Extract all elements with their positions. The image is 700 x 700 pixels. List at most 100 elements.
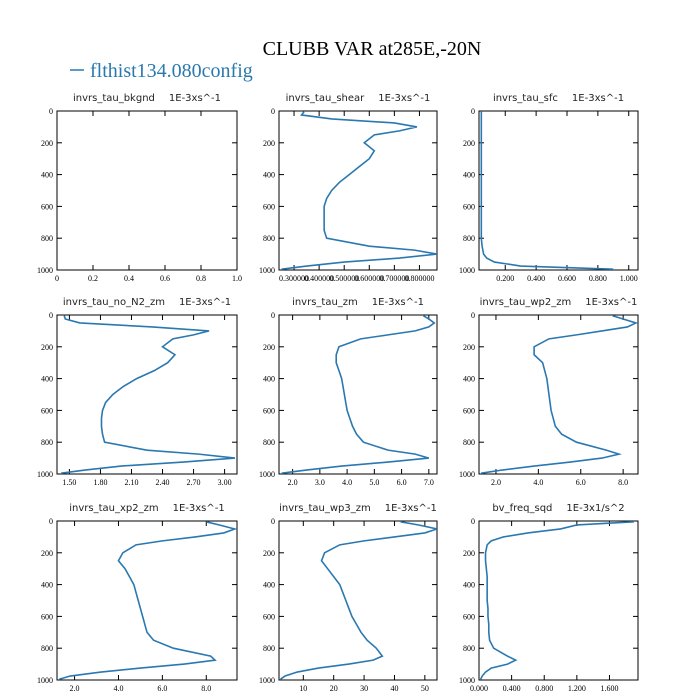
y-tick-label: 600 xyxy=(41,202,53,211)
y-tick-label: 600 xyxy=(41,612,53,621)
y-tick-label: 1000 xyxy=(259,266,275,275)
y-tick-label: 600 xyxy=(41,406,53,415)
panel-title-units: 1E-3xs^-1 xyxy=(378,93,430,104)
x-tick-label: 0.8 xyxy=(196,274,206,283)
panel-title-name: invrs_tau_bkgnd xyxy=(73,93,155,104)
x-tick-label: 5.0 xyxy=(369,478,379,487)
x-tick-label: 2.0 xyxy=(70,684,80,693)
panel-title-units: 1E-3xs^-1 xyxy=(173,503,225,514)
x-tick-label: 4.0 xyxy=(342,478,352,487)
panel: invrs_tau_zm 1E-3xs^-1 0 200 400 600 800 1000 2.… xyxy=(259,297,438,487)
x-tick-label: 6.0 xyxy=(157,684,167,693)
y-tick-label: 600 xyxy=(463,612,475,621)
x-tick-label: 4.0 xyxy=(533,478,543,487)
profile-line xyxy=(281,315,436,474)
y-tick-label: 800 xyxy=(463,234,475,243)
y-tick-label: 400 xyxy=(263,581,275,590)
panel: invrs_tau_sfc 1E-3xs^-1 0 200 400 600 800 1000 0… xyxy=(459,93,639,283)
y-tick-label: 0 xyxy=(49,107,53,116)
x-tick-label: 0.300000 xyxy=(279,274,309,283)
panel-frame xyxy=(56,314,238,475)
y-tick-label: 200 xyxy=(263,343,275,352)
panel: invrs_tau_shear 1E-3xs^-1 0 200 400 600 800 100… xyxy=(259,93,438,283)
x-tick-label: 1.000 xyxy=(620,274,638,283)
y-tick-label: 400 xyxy=(41,581,53,590)
y-tick-label: 800 xyxy=(463,438,475,447)
profile-line xyxy=(480,111,614,270)
y-tick-label: 1000 xyxy=(459,676,475,685)
y-tick-label: 200 xyxy=(41,139,53,148)
x-tick-label: 1.80 xyxy=(93,478,107,487)
x-tick-label: 0.800 xyxy=(535,684,553,693)
y-tick-label: 400 xyxy=(463,375,475,384)
panel-title-units: 1E-3xs^-1 xyxy=(179,297,231,308)
panel-title: invrs_tau_wp2_zm 1E-3xs^-1 xyxy=(480,297,638,308)
panel: invrs_tau_wp2_zm 1E-3xs^-1 0 200 400 600 800 10… xyxy=(459,297,639,487)
panel-frame xyxy=(478,314,639,475)
profile-line xyxy=(61,315,236,474)
y-tick-label: 800 xyxy=(41,644,53,653)
y-tick-label: 200 xyxy=(263,549,275,558)
panel-title-units: 1E-3xs^-1 xyxy=(585,297,637,308)
x-tick-label: 2.70 xyxy=(187,478,201,487)
x-tick-label: 0.800 xyxy=(589,274,607,283)
y-tick-label: 1000 xyxy=(37,470,53,479)
x-tick-label: 2.0 xyxy=(491,478,501,487)
y-tick-label: 0 xyxy=(271,517,275,526)
legend-label: flthist134.080config xyxy=(90,60,253,82)
panel-title-units: 1E-3xs^-1 xyxy=(572,93,624,104)
panel: invrs_tau_no_N2_zm 1E-3xs^-1 0 200 400 600 800… xyxy=(37,297,238,487)
y-tick-label: 400 xyxy=(263,171,275,180)
x-tick-label: 6.0 xyxy=(576,478,586,487)
y-tick-label: 800 xyxy=(41,234,53,243)
panel-title-name: invrs_tau_wp3_zm xyxy=(279,503,371,514)
y-tick-label: 400 xyxy=(41,171,53,180)
panel-title-name: bv_freq_sqd xyxy=(492,503,552,514)
panel-title-name: invrs_tau_shear xyxy=(286,93,366,104)
y-tick-label: 600 xyxy=(463,202,475,211)
x-tick-label: 0.400000 xyxy=(304,274,334,283)
x-tick-label: 1.200 xyxy=(568,684,586,693)
panel-frame xyxy=(478,110,639,271)
panel-title: invrs_tau_sfc 1E-3xs^-1 xyxy=(493,93,624,104)
y-tick-label: 1000 xyxy=(37,676,53,685)
panel-title-units: 1E-3x1/s^2 xyxy=(566,503,624,514)
x-tick-label: 50 xyxy=(421,684,429,693)
y-tick-label: 600 xyxy=(263,202,275,211)
y-tick-label: 1000 xyxy=(259,470,275,479)
x-tick-label: 0.700000 xyxy=(379,274,409,283)
y-tick-label: 1000 xyxy=(37,266,53,275)
profile-line xyxy=(58,521,237,680)
y-tick-label: 400 xyxy=(263,375,275,384)
panel-frame xyxy=(278,110,438,271)
y-tick-label: 0 xyxy=(471,311,475,320)
panel: bv_freq_sqd 1E-3x1/s^2020040060080010000.… xyxy=(459,503,639,693)
y-tick-label: 600 xyxy=(263,406,275,415)
panel-title: bv_freq_sqd 1E-3x1/s^2 xyxy=(492,503,624,514)
x-tick-label: 0.400 xyxy=(527,274,545,283)
x-tick-label: 2.40 xyxy=(156,478,170,487)
panel-frame xyxy=(278,314,438,475)
x-tick-label: 0.600 xyxy=(558,274,576,283)
x-tick-label: 2.0 xyxy=(288,478,298,487)
panel-frame xyxy=(478,520,639,681)
x-tick-label: 1.600 xyxy=(600,684,618,693)
y-tick-label: 200 xyxy=(41,549,53,558)
x-tick-label: 6.0 xyxy=(397,478,407,487)
y-tick-label: 600 xyxy=(263,612,275,621)
x-tick-label: 0.000 xyxy=(470,684,488,693)
x-tick-label: 8.0 xyxy=(618,478,628,487)
panel: invrs_tau_xp2_zm 1E-3xs^-1 0 200 400 600 800 10… xyxy=(37,503,238,693)
x-tick-label: 30 xyxy=(360,684,368,693)
y-tick-label: 200 xyxy=(41,343,53,352)
x-tick-label: 3.0 xyxy=(315,478,325,487)
y-tick-label: 400 xyxy=(463,581,475,590)
panel-title-name: invrs_tau_sfc xyxy=(493,93,558,104)
y-tick-label: 800 xyxy=(41,438,53,447)
panel-frame xyxy=(278,520,438,681)
x-tick-label: 8.0 xyxy=(201,684,211,693)
x-tick-label: 40 xyxy=(390,684,398,693)
panel-title: invrs_tau_wp3_zm 1E-3xs^-1 xyxy=(279,503,437,514)
x-tick-label: 0.600000 xyxy=(354,274,384,283)
